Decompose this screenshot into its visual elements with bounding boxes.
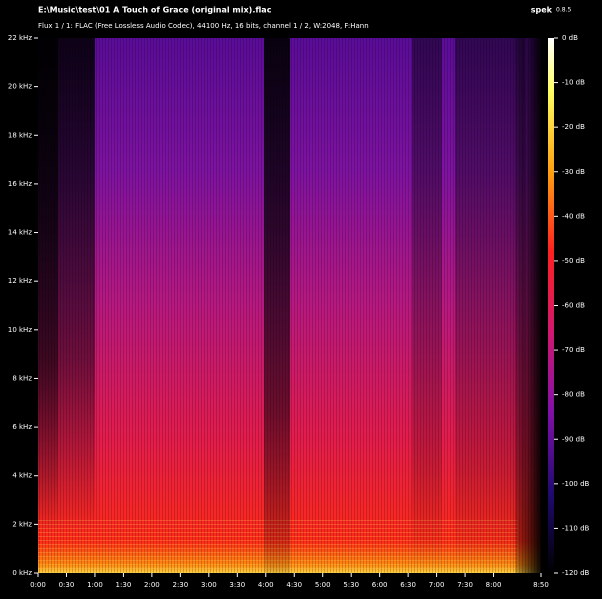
y-tick-label: 22 kHz bbox=[8, 34, 32, 42]
colorbar-tick-label: -100 dB bbox=[562, 480, 590, 488]
x-tick-label: 6:00 bbox=[372, 581, 388, 589]
colorbar-tick-label: -110 dB bbox=[562, 524, 590, 532]
spectrogram bbox=[38, 38, 541, 573]
y-tick-label: 16 kHz bbox=[8, 180, 32, 188]
colorbar-tick-label: -120 dB bbox=[562, 569, 590, 577]
x-tick-label: 7:30 bbox=[457, 581, 473, 589]
x-tick-label: 0:30 bbox=[59, 581, 75, 589]
x-tick-label: 4:00 bbox=[258, 581, 274, 589]
y-tick-label: 18 kHz bbox=[8, 131, 32, 139]
x-tick-label: 2:30 bbox=[172, 581, 188, 589]
colorbar-tick-label: -30 dB bbox=[562, 168, 585, 176]
app-name: spek bbox=[531, 6, 553, 15]
colorbar-tick-label: -90 dB bbox=[562, 435, 585, 443]
colorbar-tick-label: -20 dB bbox=[562, 123, 585, 131]
x-tick-label: 5:30 bbox=[343, 581, 359, 589]
colorbar-tick-label: -10 dB bbox=[562, 79, 585, 87]
y-tick-label: 12 kHz bbox=[8, 277, 32, 285]
subtitle: Flux 1 / 1: FLAC (Free Lossless Audio Co… bbox=[38, 22, 369, 30]
x-tick-label: 8:00 bbox=[486, 581, 502, 589]
y-tick-label: 6 kHz bbox=[12, 423, 32, 431]
x-tick-label: 3:30 bbox=[229, 581, 245, 589]
colorbar-tick-label: -40 dB bbox=[562, 212, 585, 220]
y-tick-label: 14 kHz bbox=[8, 229, 32, 237]
x-tick-label: 1:00 bbox=[87, 581, 103, 589]
y-tick-label: 10 kHz bbox=[8, 326, 32, 334]
x-tick-label: 0:00 bbox=[30, 581, 46, 589]
colorbar-tick-label: -80 dB bbox=[562, 391, 585, 399]
title: E:\Music\test\01 A Touch of Grace (origi… bbox=[38, 6, 272, 15]
colorbar bbox=[548, 38, 554, 573]
x-tick-label: 4:30 bbox=[286, 581, 302, 589]
x-tick-label: 7:00 bbox=[429, 581, 445, 589]
x-tick-label: 1:30 bbox=[116, 581, 132, 589]
colorbar-tick-label: -70 dB bbox=[562, 346, 585, 354]
x-tick-label: 3:00 bbox=[201, 581, 217, 589]
y-tick-label: 4 kHz bbox=[12, 472, 32, 480]
x-tick-label: 5:00 bbox=[315, 581, 331, 589]
x-tick-label: 2:00 bbox=[144, 581, 160, 589]
y-tick-label: 20 kHz bbox=[8, 83, 32, 91]
y-tick-label: 2 kHz bbox=[12, 520, 32, 528]
x-tick-label: 8:50 bbox=[533, 581, 549, 589]
colorbar-tick-label: 0 dB bbox=[562, 34, 578, 42]
y-tick-label: 8 kHz bbox=[12, 374, 32, 382]
colorbar-tick-label: -50 dB bbox=[562, 257, 585, 265]
colorbar-tick-label: -60 dB bbox=[562, 302, 585, 310]
app-version: 0.8.5 bbox=[556, 7, 571, 14]
x-tick-label: 6:30 bbox=[400, 581, 416, 589]
y-tick-label: 0 kHz bbox=[12, 569, 32, 577]
